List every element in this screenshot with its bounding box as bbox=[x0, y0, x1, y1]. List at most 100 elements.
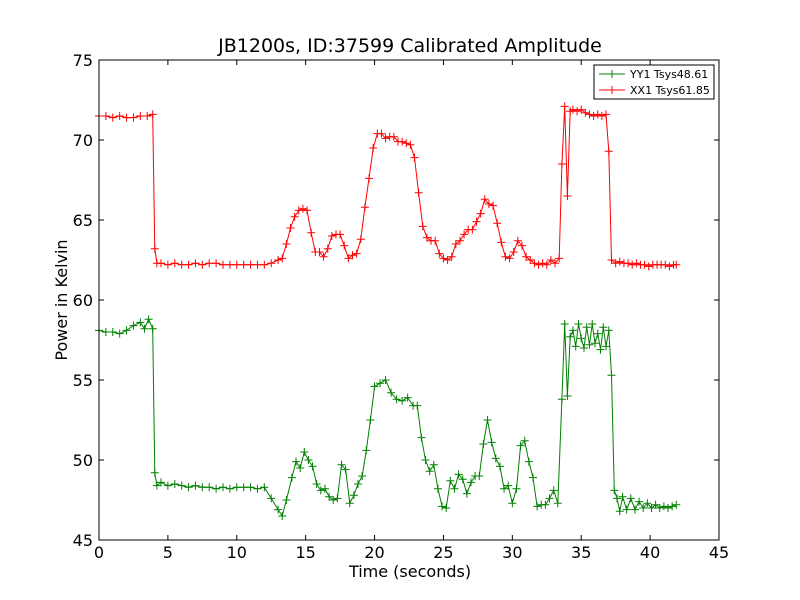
data-point bbox=[487, 438, 496, 447]
data-point bbox=[356, 235, 365, 244]
data-point bbox=[312, 480, 321, 488]
data-point bbox=[219, 260, 227, 269]
data-point bbox=[163, 260, 172, 269]
x-tick-label: 15 bbox=[295, 543, 315, 562]
data-point bbox=[366, 416, 375, 424]
data-point bbox=[579, 344, 588, 352]
data-point bbox=[352, 249, 361, 258]
data-point bbox=[585, 340, 594, 349]
data-point bbox=[613, 494, 622, 503]
data-point bbox=[290, 212, 299, 221]
data-point bbox=[260, 260, 269, 269]
data-point bbox=[344, 254, 353, 263]
data-point bbox=[267, 259, 276, 268]
data-point bbox=[615, 257, 624, 266]
data-point bbox=[340, 241, 349, 250]
data-point bbox=[526, 256, 535, 264]
data-point bbox=[489, 201, 498, 210]
data-point bbox=[177, 481, 186, 490]
data-point bbox=[184, 483, 193, 492]
data-point bbox=[327, 232, 336, 240]
data-point bbox=[418, 222, 427, 231]
data-point bbox=[460, 230, 469, 239]
data-point bbox=[551, 259, 560, 268]
data-point bbox=[451, 240, 460, 248]
data-point bbox=[472, 217, 481, 226]
data-point bbox=[573, 107, 582, 116]
data-point bbox=[574, 320, 583, 328]
data-point bbox=[198, 483, 207, 492]
data-point bbox=[630, 505, 639, 514]
data-point bbox=[287, 473, 296, 482]
data-point bbox=[640, 260, 649, 269]
data-point bbox=[337, 460, 346, 469]
data-point bbox=[392, 395, 401, 404]
data-point bbox=[278, 254, 287, 263]
y-tick-label: 65 bbox=[73, 211, 93, 230]
data-point bbox=[323, 244, 332, 253]
data-point bbox=[530, 259, 539, 268]
data-point bbox=[433, 484, 442, 493]
data-point bbox=[431, 236, 440, 245]
data-point bbox=[219, 483, 227, 492]
data-point bbox=[553, 499, 562, 508]
y-axis: 45 50 55 60 65 70 75 bbox=[73, 51, 719, 550]
data-point bbox=[143, 112, 152, 120]
data-point bbox=[402, 139, 411, 148]
data-point bbox=[467, 478, 475, 487]
data-point bbox=[398, 396, 407, 405]
x-tick-label: 40 bbox=[640, 543, 660, 562]
data-point bbox=[468, 225, 477, 234]
data-point bbox=[520, 436, 529, 445]
data-point bbox=[406, 140, 415, 149]
data-point bbox=[495, 462, 504, 471]
y-axis-label: Power in Kelvin bbox=[52, 239, 71, 360]
data-point bbox=[170, 480, 179, 488]
data-point bbox=[345, 499, 354, 508]
data-point bbox=[389, 132, 398, 141]
data-point bbox=[225, 260, 234, 269]
legend-entry-label: YY1 Tsys48.61 bbox=[629, 68, 708, 81]
data-point bbox=[497, 238, 506, 247]
data-point bbox=[253, 484, 262, 493]
data-point bbox=[101, 112, 110, 120]
data-point bbox=[483, 416, 492, 424]
data-point bbox=[568, 326, 577, 335]
data-point bbox=[542, 260, 551, 269]
data-point bbox=[152, 481, 161, 490]
data-point bbox=[381, 376, 390, 384]
data-point bbox=[150, 244, 159, 253]
data-point bbox=[333, 494, 342, 503]
y-tick-label: 45 bbox=[73, 531, 93, 550]
data-point bbox=[108, 328, 117, 336]
data-point bbox=[651, 500, 660, 509]
data-point bbox=[360, 203, 369, 212]
data-point bbox=[555, 254, 564, 263]
data-point bbox=[239, 483, 248, 492]
data-point bbox=[563, 392, 572, 400]
data-point bbox=[450, 484, 459, 493]
data-point bbox=[585, 110, 594, 119]
data-point bbox=[524, 457, 533, 466]
data-point bbox=[320, 484, 329, 493]
chart-title: JB1200s, ID:37599 Calibrated Amplitude bbox=[217, 35, 602, 57]
data-point bbox=[157, 478, 165, 487]
series-1 bbox=[95, 102, 681, 271]
data-point bbox=[136, 112, 145, 120]
data-point bbox=[232, 483, 241, 492]
data-point bbox=[177, 260, 186, 269]
data-point bbox=[563, 192, 572, 200]
data-point bbox=[549, 486, 558, 495]
data-point bbox=[144, 315, 153, 324]
data-point bbox=[659, 502, 668, 511]
data-point bbox=[410, 153, 419, 162]
data-point bbox=[232, 260, 241, 269]
data-point bbox=[491, 454, 500, 463]
data-point bbox=[517, 241, 526, 250]
x-tick-label: 20 bbox=[364, 543, 384, 562]
data-point bbox=[421, 456, 430, 464]
x-axis-label: Time (seconds) bbox=[348, 562, 471, 581]
x-tick-label: 45 bbox=[709, 543, 729, 562]
y-tick-label: 60 bbox=[73, 291, 93, 310]
data-point bbox=[610, 486, 619, 495]
